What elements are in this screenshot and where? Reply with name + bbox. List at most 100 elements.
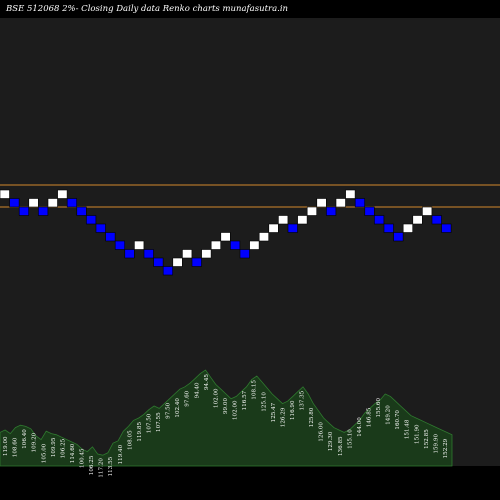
brick-value-label: 125.10: [261, 392, 267, 412]
brick-value-label: 152.29: [443, 438, 449, 458]
brick-value-label: 137.35: [300, 390, 306, 410]
renko-brick-down: [393, 232, 404, 242]
renko-brick-up: [402, 223, 414, 233]
renko-brick-up: [422, 206, 433, 216]
renko-brick-up: [249, 240, 260, 250]
renko-brick-down: [431, 215, 442, 225]
renko-brick-up: [182, 249, 193, 259]
brick-value-label: 100.45: [80, 448, 86, 468]
renko-brick-down: [239, 249, 250, 259]
renko-brick-down: [354, 198, 366, 208]
volume-area-layer: [0, 369, 453, 467]
brick-value-label: 113.55: [108, 456, 114, 476]
brick-value-label: 144.00: [357, 417, 363, 437]
brick-value-label: 149.20: [386, 405, 392, 425]
brick-value-label: 106.25: [89, 455, 95, 475]
renko-brick-down: [105, 232, 116, 242]
brick-value-label: 94.40: [194, 382, 200, 398]
brick-value-label: 109.95: [51, 437, 57, 457]
renko-brick-up: [278, 215, 289, 225]
renko-brick-up: [316, 198, 327, 208]
brick-value-label: 97.60: [185, 390, 191, 406]
brick-value-label: 136.85: [338, 436, 344, 456]
brick-value-label: 108.60: [13, 437, 19, 457]
renko-brick-down: [441, 223, 452, 233]
renko-brick-down: [153, 257, 164, 267]
renko-brick-up: [412, 215, 423, 225]
brick-value-label: 151.48: [405, 419, 411, 439]
brick-value-label: 102.00: [213, 388, 219, 408]
brick-value-label: 108.15: [252, 380, 258, 400]
renko-brick-down: [9, 198, 20, 208]
renko-brick-up: [258, 232, 270, 242]
renko-brick-up: [335, 198, 346, 208]
brick-value-label: 129.30: [328, 431, 334, 451]
brick-value-label: 152.85: [424, 429, 430, 449]
renko-brick-up: [201, 249, 212, 259]
renko-brick-up: [297, 215, 308, 225]
renko-brick-up: [57, 189, 68, 199]
renko-brick-up: [220, 232, 231, 242]
brick-value-label: 102.00: [233, 400, 239, 420]
brick-value-label: 125.80: [309, 407, 315, 427]
brick-value-label: 151.90: [414, 424, 420, 444]
renko-brick-down: [114, 240, 125, 250]
volume-area: [0, 369, 453, 467]
renko-brick-down: [383, 223, 394, 233]
brick-value-label: 102.40: [175, 398, 181, 418]
renko-brick-up: [134, 240, 145, 250]
brick-value-label: 119.00: [3, 436, 9, 456]
brick-value-label: 116.90: [290, 400, 296, 420]
renko-brick-down: [86, 215, 97, 225]
brick-value-label: 109.20: [32, 432, 38, 452]
brick-value-label: 126.00: [319, 422, 325, 442]
brick-value-label: 97.50: [166, 402, 172, 418]
renko-brick-down: [364, 206, 375, 216]
brick-value-label: 159.90: [433, 434, 439, 454]
renko-brick-down: [95, 223, 106, 233]
brick-value-label: 160.70: [395, 410, 401, 430]
renko-brick-down: [374, 215, 385, 225]
brick-value-label: 125.47: [271, 402, 277, 422]
renko-brick-down: [230, 240, 241, 250]
brick-value-label: 155.10: [347, 429, 353, 449]
brick-value-label: 155.60: [376, 398, 382, 418]
renko-brick-down: [38, 206, 49, 216]
renko-brick-up: [210, 240, 221, 250]
renko-brick-down: [287, 223, 298, 233]
renko-brick-down: [326, 206, 337, 216]
brick-value-label: 146.85: [367, 407, 373, 427]
brick-value-label: 105.00: [41, 443, 47, 463]
brick-layer: [0, 189, 452, 276]
brick-value-label: 99.00: [223, 398, 229, 414]
renko-brick-up: [345, 189, 356, 199]
brick-value-label: 119.85: [137, 422, 143, 442]
renko-brick-down: [124, 249, 135, 259]
brick-value-label: 106.25: [60, 438, 66, 458]
brick-value-label: 119.40: [118, 444, 124, 464]
renko-brick-down: [18, 206, 30, 216]
renko-brick-up: [268, 223, 279, 233]
brick-value-label: 108.05: [127, 430, 133, 450]
brick-value-label: 94.45: [204, 374, 210, 390]
renko-brick-up: [47, 198, 58, 208]
renko-brick-up: [306, 206, 318, 216]
brick-value-label: 106.40: [22, 429, 28, 449]
renko-brick-down: [143, 249, 154, 259]
brick-value-label: 117.20: [99, 458, 105, 478]
brick-value-label: 116.57: [242, 390, 248, 410]
brick-value-label: 107.55: [156, 412, 162, 432]
brick-value-label: 107.50: [147, 413, 153, 433]
brick-value-label: 126.29: [280, 407, 286, 427]
renko-brick-down: [191, 257, 202, 267]
renko-brick-up: [172, 257, 183, 267]
renko-brick-up: [28, 198, 39, 208]
renko-brick-down: [76, 206, 87, 216]
renko-brick-up: [0, 189, 10, 199]
renko-brick-down: [162, 266, 173, 276]
renko-brick-down: [66, 198, 77, 208]
brick-value-label: 114.60: [70, 443, 76, 463]
chart-title: BSE 512068 2%- Closing Daily data Renko …: [5, 4, 288, 14]
